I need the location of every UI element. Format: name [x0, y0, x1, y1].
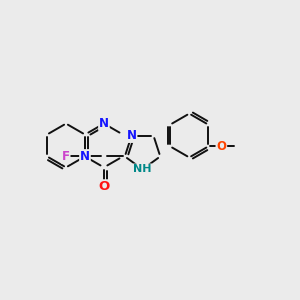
Text: O: O — [98, 180, 110, 193]
Text: O: O — [216, 140, 226, 153]
Text: F: F — [62, 150, 70, 163]
Text: N: N — [80, 150, 90, 163]
Text: NH: NH — [133, 164, 152, 174]
Text: N: N — [127, 129, 136, 142]
Text: N: N — [99, 117, 109, 130]
